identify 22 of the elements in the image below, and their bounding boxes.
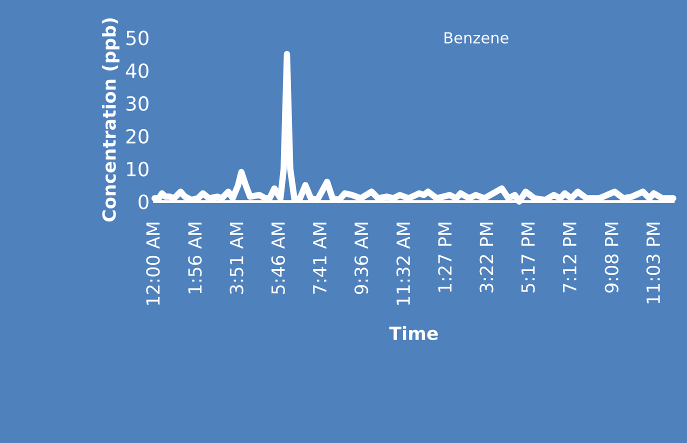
y-axis-title: Concentration (ppb) (102, 18, 120, 222)
y-tick-label: 50 (126, 30, 148, 46)
x-tick-label: 3:22 PM (480, 222, 494, 292)
y-tick-label: 20 (126, 128, 148, 144)
x-tick-label: 9:08 PM (604, 222, 618, 293)
x-tick-label: 7:41 AM (313, 222, 326, 294)
y-tick-label: 30 (126, 96, 148, 111)
x-tick-label: 9:36 AM (354, 222, 368, 294)
x-tick-label: 5:17 PM (521, 222, 535, 292)
x-tick-label: 5:46 AM (271, 222, 285, 294)
y-tick-label: 0 (138, 194, 148, 210)
x-tick-label: 1:27 PM (438, 222, 452, 292)
y-tick-label: 10 (127, 162, 148, 176)
x-tick-label: 1:56 AM (188, 222, 202, 294)
x-tick-label: 12:00 AM (146, 222, 160, 305)
x-tick-label: 11:03 PM (646, 222, 660, 304)
x-tick-label: 3:51 AM (230, 222, 244, 294)
y-tick-label: 40 (126, 63, 148, 78)
x-tick-label: 11:32 AM (396, 222, 410, 305)
x-axis-title: Time (389, 326, 438, 340)
text: Benzene (444, 32, 508, 44)
x-tick-label: 7:12 PM (562, 222, 576, 292)
